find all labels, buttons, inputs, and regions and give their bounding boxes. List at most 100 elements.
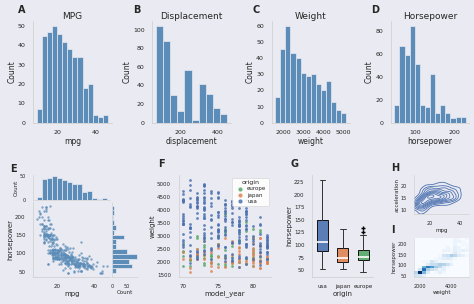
japan [228, 241, 236, 246]
Bar [296, 58, 301, 123]
usa [214, 222, 222, 227]
europe [249, 264, 257, 268]
usa [264, 237, 271, 242]
usa [207, 217, 215, 222]
Point [77, 251, 85, 256]
Point [51, 252, 58, 257]
Point [54, 253, 62, 258]
Point [80, 263, 87, 268]
Bar [316, 84, 321, 123]
usa [207, 189, 215, 194]
Point [74, 264, 82, 269]
Point [44, 240, 52, 245]
europe [214, 254, 222, 258]
europe [221, 254, 229, 259]
usa [221, 216, 229, 221]
europe [235, 260, 243, 265]
Point [47, 222, 55, 226]
usa [235, 223, 243, 228]
japan [264, 260, 271, 264]
usa [221, 224, 229, 229]
Point [44, 234, 52, 239]
japan [264, 261, 271, 265]
Point [97, 270, 104, 275]
Point [72, 258, 80, 263]
usa [249, 239, 257, 244]
Point [40, 223, 48, 228]
Bar [36, 197, 42, 200]
usa [186, 254, 193, 259]
Point [44, 215, 52, 220]
usa [242, 206, 250, 211]
Point [80, 262, 87, 267]
Bar [446, 113, 450, 123]
usa [228, 240, 236, 245]
Bar [101, 198, 107, 200]
Point [64, 263, 72, 268]
X-axis label: Count: Count [117, 290, 133, 295]
Point [44, 233, 52, 237]
Point [55, 247, 62, 252]
Point [76, 261, 84, 266]
Point [51, 247, 58, 252]
japan [193, 252, 201, 257]
usa [242, 234, 250, 239]
Point [78, 268, 85, 273]
usa [221, 227, 229, 232]
japan [186, 254, 193, 258]
usa [228, 199, 236, 204]
Point [72, 255, 79, 260]
Point [65, 255, 73, 260]
Point [46, 251, 54, 256]
Bar [42, 36, 47, 123]
Point [50, 251, 57, 256]
usa [242, 241, 250, 246]
Bar [321, 91, 326, 123]
japan [200, 252, 208, 257]
usa [228, 240, 236, 245]
Point [42, 223, 50, 228]
Point [40, 209, 48, 213]
europe [235, 238, 243, 243]
Point [65, 261, 73, 266]
Point [48, 240, 55, 245]
usa [242, 254, 250, 259]
Point [33, 217, 40, 222]
Point [52, 253, 59, 258]
Point [46, 251, 54, 256]
Point [66, 266, 74, 271]
Point [70, 257, 78, 262]
usa [256, 221, 264, 226]
Point [81, 262, 89, 267]
Bar [112, 239, 116, 244]
Bar [77, 184, 82, 200]
Point [59, 253, 66, 258]
europe [228, 261, 236, 266]
usa [264, 235, 271, 240]
Bar [163, 41, 170, 123]
Point [57, 249, 64, 254]
Point [52, 252, 59, 257]
Point [83, 262, 91, 267]
usa [200, 190, 208, 195]
Point [50, 240, 57, 245]
usa [221, 206, 229, 211]
japan [179, 256, 187, 261]
usa [179, 191, 187, 196]
Point [52, 248, 59, 253]
usa [242, 236, 250, 241]
japan [235, 256, 243, 261]
europe [193, 254, 201, 259]
usa [186, 195, 193, 200]
Point [40, 233, 48, 237]
usa [193, 200, 201, 205]
usa [200, 216, 208, 221]
Point [52, 255, 59, 260]
Point [63, 254, 70, 259]
japan [264, 261, 271, 265]
Point [80, 264, 88, 269]
usa [242, 227, 250, 232]
Point [50, 238, 57, 243]
Point [46, 203, 54, 208]
Point [44, 218, 52, 223]
